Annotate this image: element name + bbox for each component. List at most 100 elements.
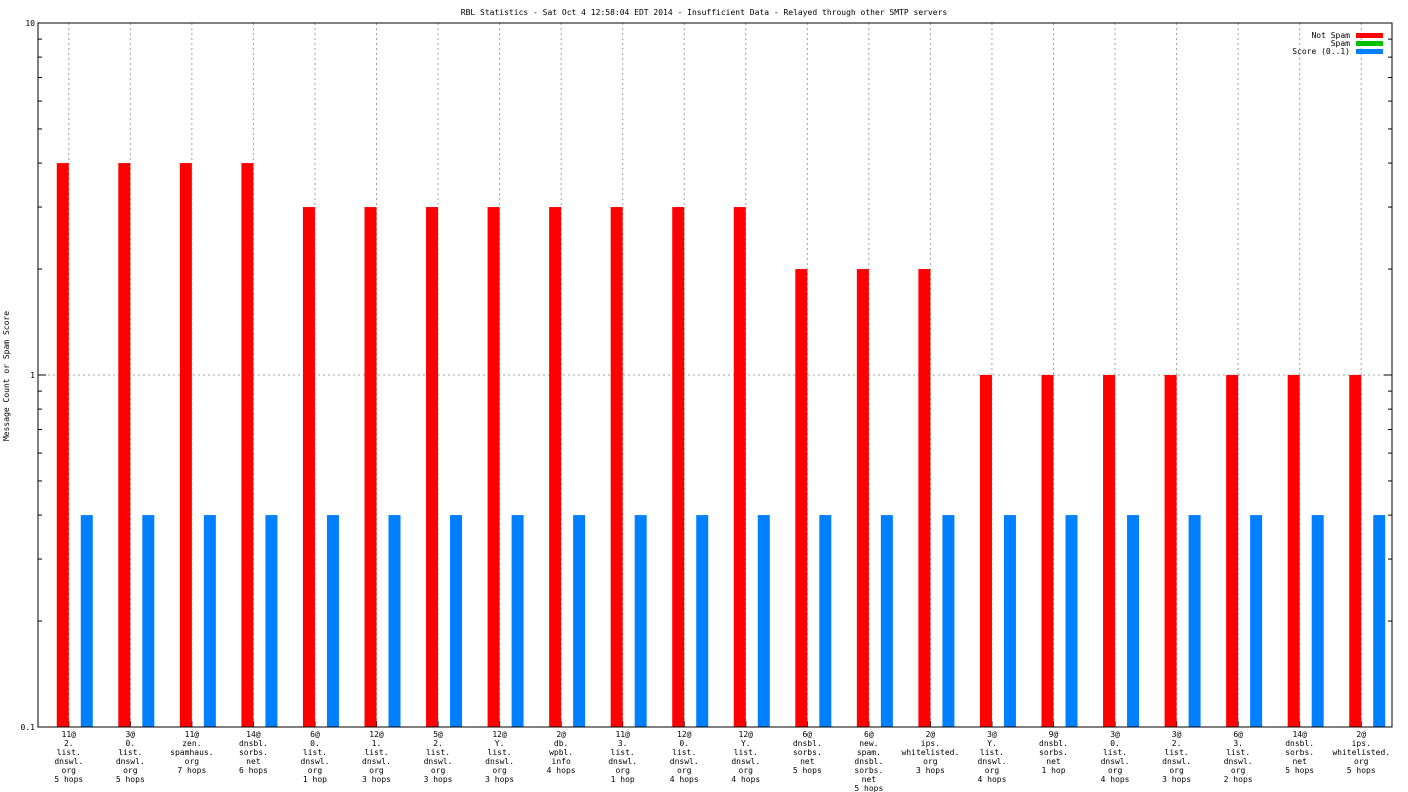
x-tick-label-line: sorbs. xyxy=(1039,748,1068,757)
x-tick-label-line: 2. xyxy=(433,739,443,748)
x-tick-label-line: 5 hops xyxy=(854,784,883,792)
x-tick-label-line: 2@ xyxy=(1356,730,1366,739)
bar-score-0-1 xyxy=(450,515,463,727)
bar-score-0-1 xyxy=(265,515,278,727)
legend-swatch xyxy=(1356,41,1383,46)
bar-score-0-1 xyxy=(1373,515,1386,727)
x-tick-label-line: org xyxy=(308,766,323,775)
x-tick-label-line: spamhaus. xyxy=(170,748,213,757)
x-tick-label-line: 3 hops xyxy=(362,775,391,784)
bar-not-spam xyxy=(1041,375,1054,727)
x-tick-label-line: 4 hops xyxy=(1101,775,1130,784)
x-tick-label-line: dnswl. xyxy=(608,757,637,766)
bar-not-spam xyxy=(1164,375,1177,727)
x-tick-label-line: org xyxy=(492,766,507,775)
x-tick-label-line: Y. xyxy=(987,739,997,748)
bar-score-0-1 xyxy=(634,515,647,727)
x-tick-label: 3@ 0. list. dnswl. org 5 hops xyxy=(116,730,145,784)
x-tick-label-line: list. xyxy=(303,748,327,757)
x-tick-label-line: dnsbl. xyxy=(239,739,268,748)
x-tick-label-line: info xyxy=(552,757,571,766)
x-tick-label-line: list. xyxy=(1226,748,1250,757)
bar-not-spam xyxy=(241,163,254,727)
x-tick-label-line: 2. xyxy=(1172,739,1182,748)
x-tick-label-line: db. xyxy=(554,739,568,748)
x-tick-label-line: 3 hops xyxy=(485,775,514,784)
x-tick-label-line: net xyxy=(800,757,815,766)
x-tick-label-line: Y. xyxy=(495,739,505,748)
x-tick-label-line: 3. xyxy=(618,739,628,748)
x-tick-label-line: 3@ xyxy=(1172,730,1182,739)
x-tick-label-line: Y. xyxy=(741,739,751,748)
x-tick-label-line: 4 hops xyxy=(978,775,1007,784)
x-tick-label-line: dnswl. xyxy=(485,757,514,766)
x-tick-label-line: 1 hop xyxy=(303,775,327,784)
x-tick-label: 14@ dnsbl. sorbs. net 6 hops xyxy=(239,730,268,775)
x-tick-label-line: 3 hops xyxy=(1162,775,1191,784)
x-tick-label-line: 2@ xyxy=(926,730,936,739)
bar-not-spam xyxy=(1287,375,1300,727)
x-tick-label-line: org xyxy=(62,766,77,775)
x-tick-label-line: list. xyxy=(1103,748,1127,757)
x-tick-label-line: dnswl. xyxy=(116,757,145,766)
x-tick-label-line: 3@ xyxy=(987,730,997,739)
x-tick-label-line: 0. xyxy=(679,739,689,748)
y-tick-label: 1 xyxy=(30,371,35,380)
x-tick-label: 6@ new. spam. dnsbl. sorbs. net 5 hops xyxy=(854,730,883,792)
bar-not-spam xyxy=(733,207,746,727)
x-tick-label-line: 12@ xyxy=(739,730,754,739)
bar-score-0-1 xyxy=(880,515,893,727)
x-tick-label-line: 12@ xyxy=(369,730,384,739)
y-axis-label: Message Count or Spam Score xyxy=(2,311,11,441)
x-tick-label: 9@ dnsbl. sorbs. net 1 hop xyxy=(1039,730,1068,775)
bar-score-0-1 xyxy=(1127,515,1140,727)
x-tick-label-line: sorbs. xyxy=(854,766,883,775)
x-tick-label-line: list. xyxy=(118,748,142,757)
x-tick-label-line: dnsbl. xyxy=(1039,739,1068,748)
bar-not-spam xyxy=(56,163,69,727)
x-tick-label-line: net xyxy=(862,775,877,784)
x-tick-label-line: dnswl. xyxy=(670,757,699,766)
x-tick-label-line: org xyxy=(677,766,692,775)
x-tick-label-line: net xyxy=(1292,757,1307,766)
x-tick-label: 3@ 0. list. dnswl. org 4 hops xyxy=(1101,730,1130,784)
x-tick-label-line: org xyxy=(431,766,446,775)
x-tick-label-line: ips. xyxy=(1352,739,1371,748)
x-tick-label-line: sorbs. xyxy=(1285,748,1314,757)
bar-score-0-1 xyxy=(80,515,93,727)
x-tick-label-line: 11@ xyxy=(62,730,77,739)
x-tick-label-line: org xyxy=(1354,757,1369,766)
x-tick-label-line: 6@ xyxy=(310,730,320,739)
x-tick-label: 6@ dnsbl. sorbs. net 5 hops xyxy=(793,730,822,775)
x-tick-label-line: 5 hops xyxy=(1347,766,1376,775)
bar-not-spam xyxy=(487,207,500,727)
bar-score-0-1 xyxy=(696,515,709,727)
bar-not-spam xyxy=(918,269,931,727)
y-tick-label: 10 xyxy=(25,19,35,28)
x-tick-label-line: net xyxy=(1046,757,1061,766)
x-tick-label-line: 4 hops xyxy=(731,775,760,784)
x-tick-label-line: new. xyxy=(859,739,878,748)
bar-score-0-1 xyxy=(819,515,832,727)
x-tick-label-line: list. xyxy=(488,748,512,757)
x-tick-label-line: org xyxy=(1169,766,1184,775)
x-tick-label-line: list. xyxy=(426,748,450,757)
x-tick-label-line: 11@ xyxy=(615,730,630,739)
x-tick-label-line: 14@ xyxy=(1292,730,1307,739)
legend-label: Score (0..1) xyxy=(1292,47,1350,56)
x-tick-label-line: 2. xyxy=(64,739,74,748)
x-tick-label-line: 3@ xyxy=(125,730,135,739)
x-tick-label-line: list. xyxy=(364,748,388,757)
x-tick-label-line: dnswl. xyxy=(54,757,83,766)
bar-score-0-1 xyxy=(942,515,955,727)
bar-score-0-1 xyxy=(1065,515,1078,727)
x-tick-label-line: 5@ xyxy=(433,730,443,739)
x-tick-label-line: 4 hops xyxy=(547,766,576,775)
x-tick-label-line: whitelisted. xyxy=(1332,748,1390,757)
x-tick-label-line: 5 hops xyxy=(54,775,83,784)
bar-not-spam xyxy=(979,375,992,727)
bar-score-0-1 xyxy=(1003,515,1016,727)
x-tick-label-line: 0. xyxy=(125,739,135,748)
